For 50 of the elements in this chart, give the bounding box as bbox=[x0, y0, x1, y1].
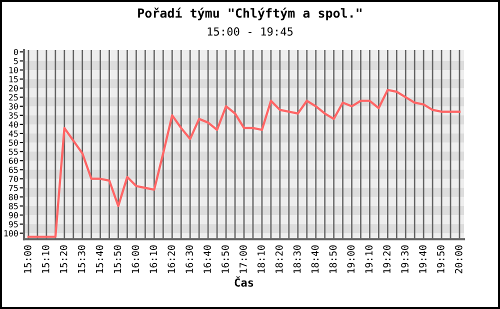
x-tick-label: 16:40 bbox=[204, 245, 211, 273]
y-tick-label: 90 bbox=[8, 212, 18, 218]
x-tick-label: 15:40 bbox=[96, 245, 104, 273]
x-axis-title: Čas bbox=[234, 276, 254, 287]
y-tick-label: 10 bbox=[9, 67, 18, 74]
x-tick-label: 15:30 bbox=[78, 245, 86, 273]
y-tick-label: 55 bbox=[8, 148, 18, 155]
y-tick-label: 5 bbox=[14, 58, 18, 64]
y-tick-label: 40 bbox=[8, 121, 18, 128]
x-tick-label: 18:50 bbox=[329, 245, 337, 273]
x-tick-label: 18:30 bbox=[293, 245, 301, 273]
x-tick-label: 15:00 bbox=[24, 245, 32, 273]
y-tick-label: 75 bbox=[8, 184, 18, 192]
x-tick-label: 19:30 bbox=[401, 245, 408, 273]
x-tick-label: 19:10 bbox=[365, 245, 373, 273]
y-tick-label: 85 bbox=[8, 202, 18, 210]
x-tick-label: 16:20 bbox=[168, 245, 176, 273]
x-tick-label: 18:20 bbox=[275, 245, 283, 273]
y-tick-label: 80 bbox=[8, 194, 18, 200]
y-tick-label: 25 bbox=[9, 94, 18, 101]
x-tick-label: 19:40 bbox=[419, 245, 426, 273]
x-tick-label: 17:00 bbox=[239, 245, 247, 273]
y-tick-label: 45 bbox=[8, 130, 18, 137]
y-tick-label: 30 bbox=[8, 103, 18, 110]
chart-subtitle: 15:00 - 19:45 bbox=[208, 27, 293, 36]
y-tick-label: 35 bbox=[8, 112, 18, 119]
x-tick-label: 20:00 bbox=[455, 245, 462, 274]
y-tick-label: 50 bbox=[8, 140, 18, 146]
y-tick-label: 15 bbox=[9, 76, 18, 82]
y-tick-label: 65 bbox=[8, 166, 18, 174]
x-tick-label: 16:30 bbox=[186, 245, 193, 273]
y-tick-label: 95 bbox=[8, 221, 18, 228]
y-tick-label: 100 bbox=[4, 230, 18, 236]
x-tick-label: 18:40 bbox=[311, 245, 319, 273]
x-tick-label: 16:50 bbox=[222, 245, 229, 273]
x-tick-label: 16:00 bbox=[132, 245, 140, 273]
line-series bbox=[27, 88, 461, 238]
chart-title: Pořadí týmu "Chlýftým a spol." bbox=[138, 8, 362, 20]
y-tick-label: 60 bbox=[8, 158, 18, 164]
y-tick-label: 20 bbox=[9, 85, 18, 92]
x-tick-label: 15:10 bbox=[42, 245, 50, 273]
x-tick-label: 15:20 bbox=[60, 245, 68, 273]
x-tick-label: 19:50 bbox=[437, 245, 444, 273]
x-tick-label: 19:20 bbox=[383, 245, 391, 273]
x-tick-label: 19:00 bbox=[347, 245, 355, 273]
x-tick-label: 18:10 bbox=[257, 245, 265, 273]
x-tick-label: 15:50 bbox=[114, 245, 122, 273]
y-tick-label: 0 bbox=[14, 48, 18, 56]
y-tick-label: 70 bbox=[8, 176, 18, 182]
x-tick-label: 16:10 bbox=[150, 245, 158, 273]
